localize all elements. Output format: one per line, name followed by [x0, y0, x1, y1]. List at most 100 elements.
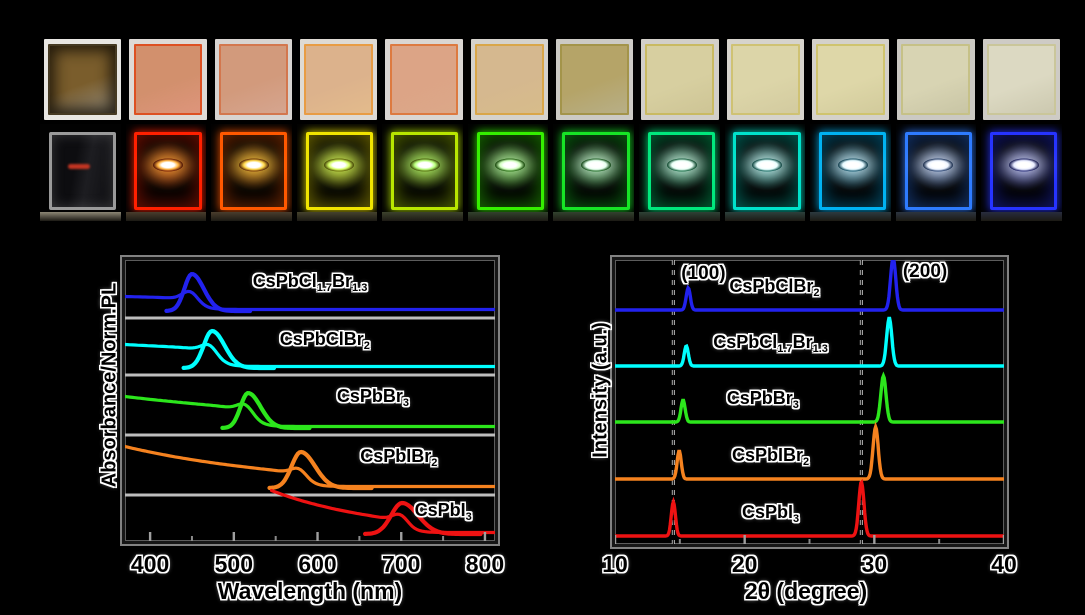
xrd-plot-svg: [615, 260, 1004, 544]
absorbance-curve: [125, 444, 495, 489]
ambient-film-photo: [214, 39, 292, 120]
uv-films-row: [40, 124, 1062, 221]
ambient-film-photo: [726, 39, 804, 120]
uv-film-photo: [639, 124, 720, 221]
uv-film-photo: [895, 124, 977, 221]
emission-spot: [923, 158, 954, 172]
emission-spot: [495, 158, 526, 172]
table-surface: [211, 212, 292, 221]
emission-spot: [752, 158, 783, 172]
emission-spot: [580, 158, 611, 172]
table-surface: [553, 212, 635, 221]
emission-spot: [238, 158, 269, 172]
glowing-film-square: [305, 132, 373, 210]
xrd-trace: [615, 371, 1004, 424]
absorbance-pl-chart: CsPbCl1.7Br1.3 CsPbClBr2 CsPbBr3 CsPbIBr2 Cs…: [122, 257, 498, 544]
ambient-film-photo: [385, 39, 463, 120]
glowing-film-square: [733, 132, 801, 210]
table-surface: [40, 212, 121, 221]
emission-spot: [153, 158, 184, 172]
pl-curve: [164, 271, 253, 314]
glowing-film-square: [904, 132, 972, 210]
xrd-trace: [615, 316, 1004, 368]
glowing-film-square: [134, 132, 202, 210]
table-surface: [467, 212, 549, 221]
table-surface: [125, 212, 207, 221]
x-tick-label: 30: [861, 551, 888, 577]
panel-separator: [125, 433, 495, 437]
glowing-film-square: [220, 132, 288, 210]
absorbance-plot-svg: [125, 271, 495, 541]
film-square: [986, 44, 1056, 115]
film-square: [474, 44, 544, 115]
emission-spot: [1008, 158, 1039, 172]
uv-film-photo: [125, 124, 207, 221]
x-tick-label: 40: [991, 551, 1017, 577]
film-square: [560, 44, 630, 115]
pl-curve: [181, 328, 277, 371]
glowing-film-square: [562, 132, 630, 210]
x-tick-label: 10: [602, 551, 628, 577]
ambient-film-photo: [811, 39, 890, 120]
uv-film-photo: [296, 124, 378, 221]
film-square: [389, 44, 459, 115]
glowing-film-square: [990, 132, 1058, 210]
absorbance-curve: [125, 289, 495, 312]
x-tick-label: 700: [382, 551, 421, 577]
ambient-film-photo: [44, 39, 122, 120]
uv-film-photo: [382, 124, 463, 221]
laser-streak: [67, 163, 90, 169]
ambient-film-photo: [555, 39, 634, 120]
x-tick-label: 20: [731, 551, 758, 577]
intensity-y-axis-label: Intensity (a.u.): [589, 322, 612, 458]
table-surface: [382, 212, 463, 221]
emission-spot: [837, 158, 868, 172]
table-surface: [810, 212, 891, 221]
absorbance-curve: [125, 342, 495, 369]
table-surface: [895, 212, 977, 221]
x-tick-label: 500: [214, 551, 253, 577]
two-theta-x-axis-label: 2θ (degree): [744, 578, 868, 604]
table-surface: [724, 212, 806, 221]
glowing-film-square: [476, 132, 544, 210]
uv-film-photo: [810, 124, 891, 221]
uv-film-photo: [40, 124, 121, 221]
table-surface: [296, 212, 378, 221]
x-tick-label: 800: [465, 551, 505, 577]
uv-film-photo: [467, 124, 549, 221]
absorbance-y-axis-label: Absorbance/Norm.PL: [98, 282, 121, 488]
emission-spot: [409, 158, 440, 172]
xrd-trace: [615, 421, 1004, 481]
film-square: [645, 44, 715, 115]
panel-separator: [125, 316, 495, 320]
pl-curve: [220, 390, 312, 431]
ambient-film-photo: [982, 39, 1060, 120]
film-square: [218, 44, 288, 115]
uv-film-photo: [553, 124, 635, 221]
ambient-film-photo: [641, 39, 719, 120]
pl-curve: [267, 449, 374, 491]
glowing-film-square: [391, 132, 459, 210]
panel-separator: [125, 373, 495, 377]
emission-spot: [324, 158, 355, 172]
xrd-trace: [615, 478, 1004, 538]
glowing-film-square: [48, 132, 117, 210]
film-square: [901, 44, 971, 115]
x-tick-label: 600: [298, 551, 337, 577]
table-surface: [639, 212, 720, 221]
ambient-film-photo: [470, 39, 548, 120]
pl-curve: [363, 500, 483, 537]
emission-spot: [666, 158, 697, 172]
uv-film-photo: [724, 124, 806, 221]
uv-film-photo: [981, 124, 1062, 221]
x-tick-label: 400: [130, 551, 170, 577]
film-square: [730, 44, 800, 115]
xrd-trace: [615, 260, 1004, 312]
ambient-films-row: [44, 39, 1060, 120]
film-square: [133, 44, 203, 115]
film-square: [304, 44, 374, 115]
uv-film-photo: [211, 124, 292, 221]
absorbance-curve: [125, 394, 495, 429]
xrd-chart: CsPbClBr2 CsPbCl1.7Br1.3 CsPbBr3 CsPbIBr2 Cs…: [612, 257, 1007, 547]
